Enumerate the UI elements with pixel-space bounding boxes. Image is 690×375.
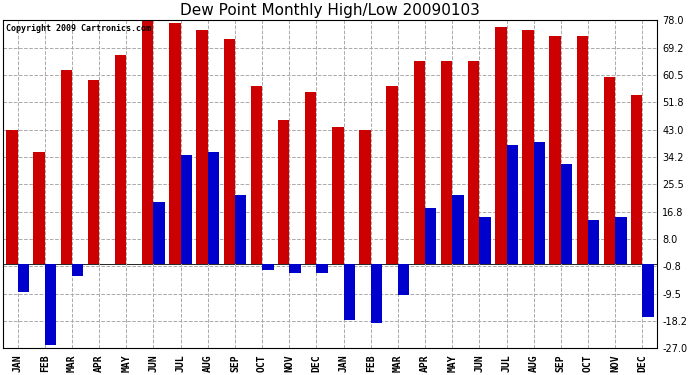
Text: Copyright 2009 Cartronics.com: Copyright 2009 Cartronics.com — [6, 24, 151, 33]
Bar — [588, 220, 600, 264]
Bar — [398, 264, 409, 295]
Bar — [6, 130, 18, 264]
Bar — [250, 86, 262, 264]
Bar — [522, 30, 533, 264]
Bar — [181, 154, 192, 264]
Bar — [452, 195, 464, 264]
Bar — [344, 264, 355, 320]
Bar — [561, 164, 572, 264]
Bar — [631, 95, 642, 264]
Bar — [262, 264, 273, 270]
Bar — [208, 152, 219, 264]
Bar — [33, 152, 45, 264]
Title: Dew Point Monthly High/Low 20090103: Dew Point Monthly High/Low 20090103 — [180, 3, 480, 18]
Bar — [72, 264, 83, 276]
Bar — [468, 61, 480, 264]
Bar — [359, 130, 371, 264]
Bar — [142, 20, 153, 264]
Bar — [197, 30, 208, 264]
Bar — [305, 92, 317, 264]
Bar — [224, 39, 235, 264]
Bar — [61, 70, 72, 264]
Bar — [278, 120, 289, 264]
Bar — [153, 201, 165, 264]
Bar — [549, 36, 561, 264]
Bar — [332, 126, 344, 264]
Bar — [115, 55, 126, 264]
Bar — [169, 24, 181, 264]
Bar — [642, 264, 653, 317]
Bar — [604, 76, 615, 264]
Bar — [495, 27, 506, 264]
Bar — [506, 145, 518, 264]
Bar — [317, 264, 328, 273]
Bar — [45, 264, 57, 345]
Bar — [615, 217, 627, 264]
Bar — [18, 264, 29, 292]
Bar — [289, 264, 301, 273]
Bar — [441, 61, 452, 264]
Bar — [88, 80, 99, 264]
Bar — [386, 86, 398, 264]
Bar — [413, 61, 425, 264]
Bar — [371, 264, 382, 323]
Bar — [577, 36, 588, 264]
Bar — [235, 195, 246, 264]
Bar — [480, 217, 491, 264]
Bar — [533, 142, 545, 264]
Bar — [425, 208, 437, 264]
